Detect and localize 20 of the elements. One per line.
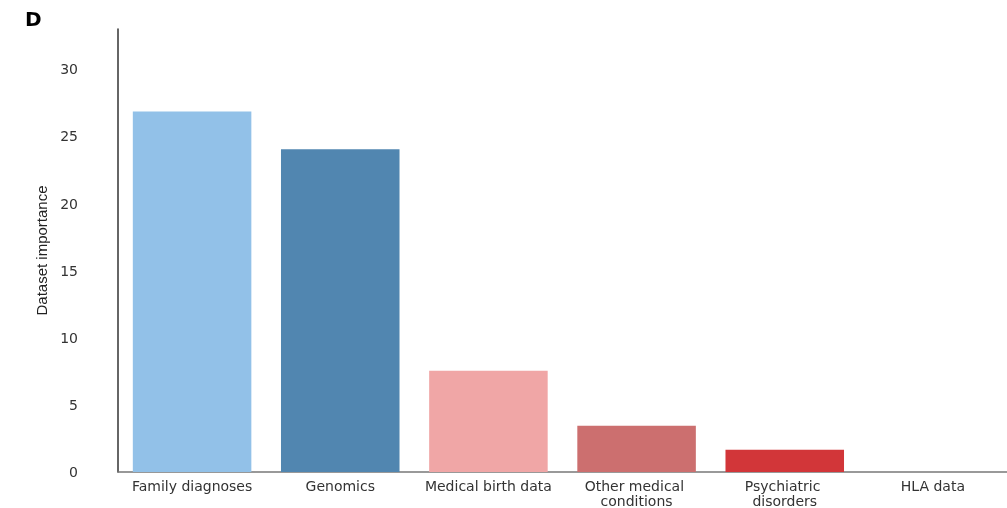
- bar: [132, 111, 252, 472]
- y-tick-label: 25: [60, 128, 78, 145]
- bar: [280, 149, 400, 472]
- y-axis-title: Dataset importance: [33, 185, 51, 316]
- y-tick-label: 5: [69, 396, 78, 413]
- x-tick-label: HLA data: [900, 477, 966, 494]
- y-tick-label: 15: [60, 262, 78, 279]
- y-tick-label: 10: [60, 329, 78, 346]
- chart-title: D: [25, 7, 42, 31]
- y-tick-label: 20: [60, 195, 78, 212]
- x-tick-label: Medical birth data: [424, 477, 552, 494]
- bar: [429, 370, 548, 472]
- x-tick-label: Genomics: [305, 477, 375, 494]
- y-tick-label: 30: [60, 61, 78, 78]
- x-tick-label: Psychiatric disorders: [744, 477, 825, 508]
- bar: [577, 425, 696, 472]
- y-tick-label: 0: [69, 464, 78, 480]
- x-tick-label: Family diagnoses: [131, 477, 253, 494]
- x-tick-label: Other medical conditions: [584, 477, 689, 508]
- bar: [725, 449, 845, 472]
